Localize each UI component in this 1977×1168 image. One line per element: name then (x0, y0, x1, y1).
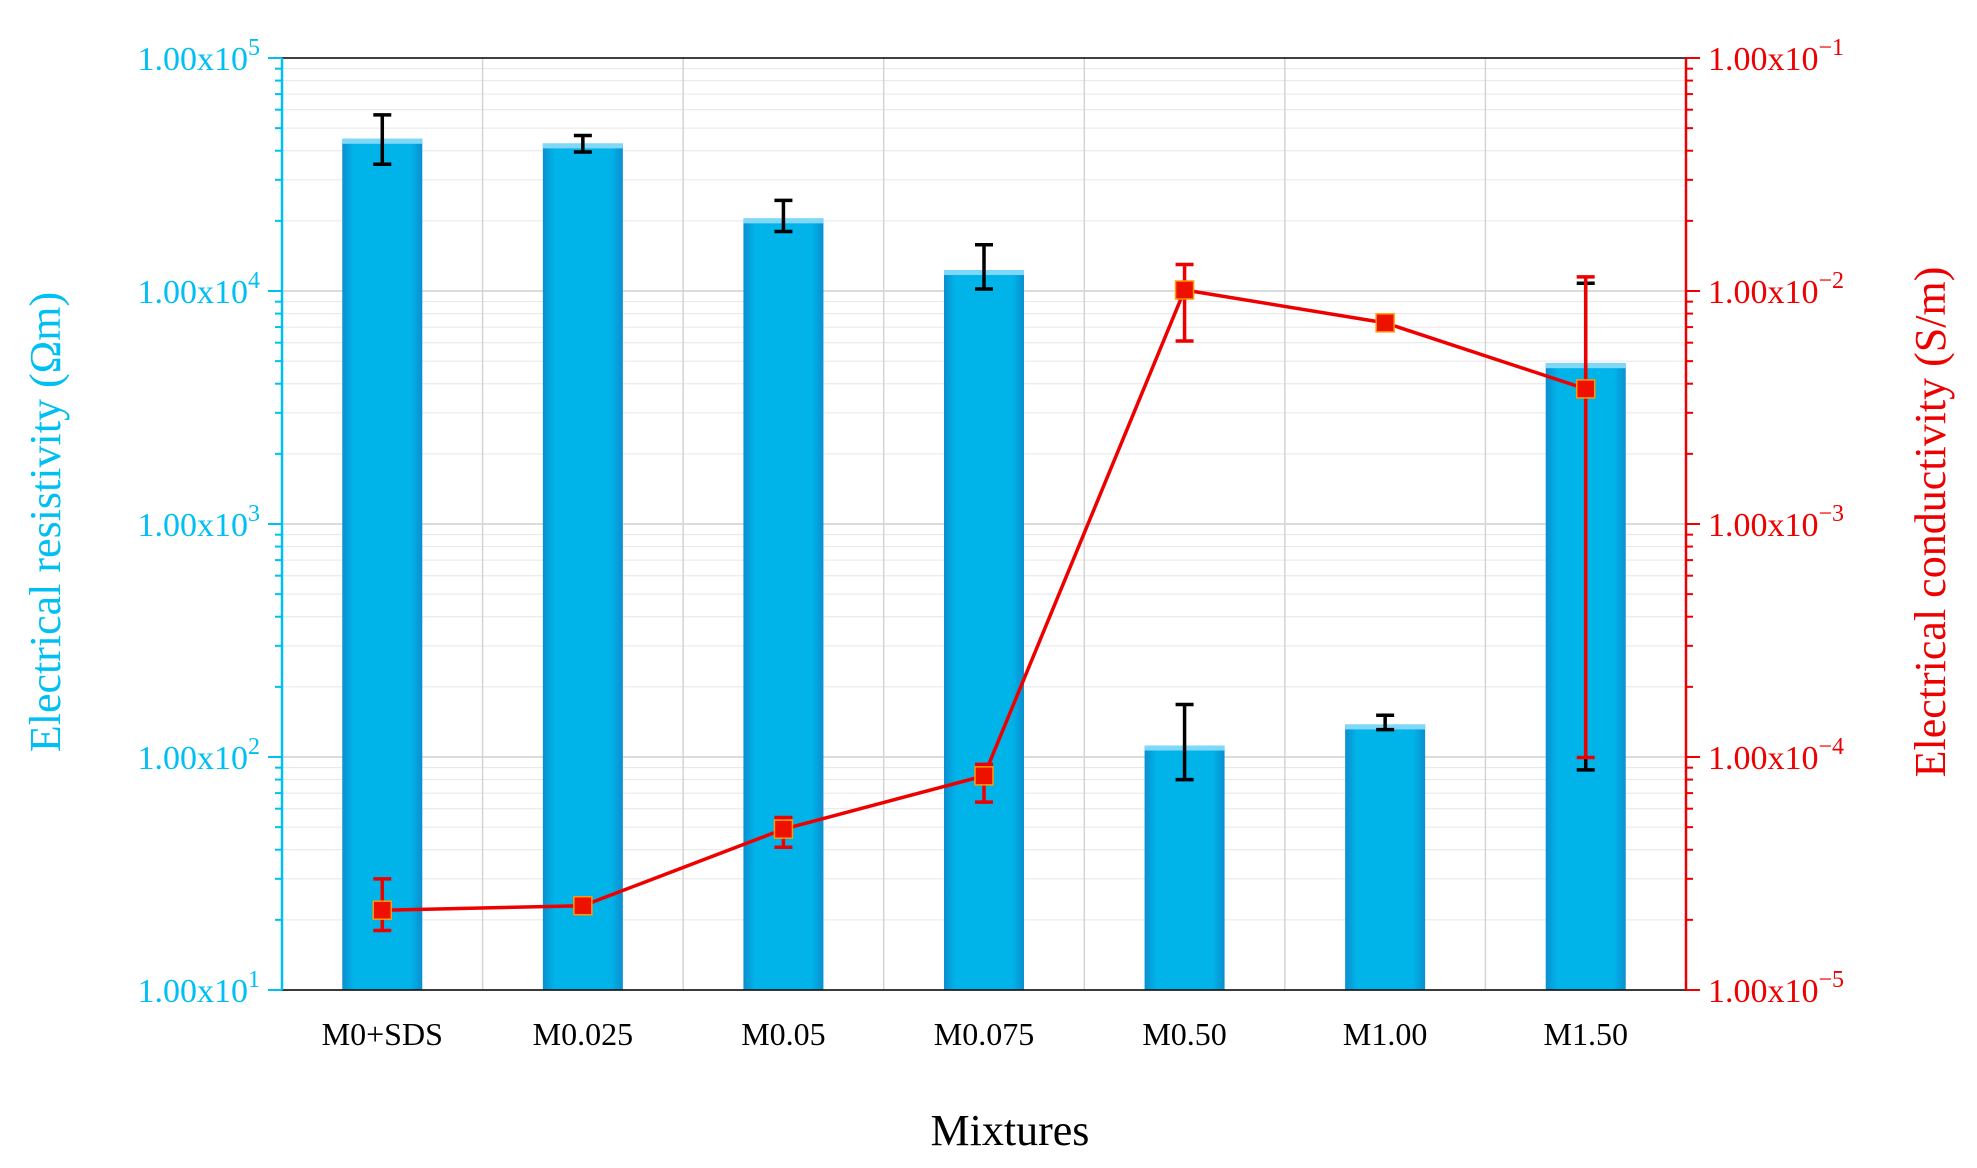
left-tick-label: 1.00x103 (138, 501, 261, 544)
bars (342, 138, 1626, 991)
conductivity-point-M0.50 (1174, 280, 1195, 300)
x-axis-title: Mixtures (931, 1106, 1090, 1155)
category-labels: M0+SDS M0.025 M0.05 M0.075 M0.50 M1.00 M1.50 (322, 1016, 1628, 1052)
category-label-M1.50: M1.50 (1543, 1016, 1627, 1052)
category-label-M0.075: M0.075 (934, 1016, 1034, 1052)
right-tick-label: 1.00x10−2 (1708, 268, 1844, 311)
left-tick-label: 1.00x102 (138, 734, 261, 777)
category-label-M1.00: M1.00 (1343, 1016, 1427, 1052)
conductivity-point-M1.00 (1375, 313, 1395, 333)
right-axis-title: Electrical conductivity (S/m) (1906, 267, 1955, 778)
right-tick-label: 1.00x10−3 (1708, 501, 1844, 544)
bar-M0.075 (944, 270, 1024, 990)
conductivity-point-M0.025 (573, 895, 593, 916)
conductivity-point-M0.075 (974, 766, 994, 786)
bar-M0.50 (1144, 745, 1225, 990)
category-label-M0.05: M0.05 (741, 1016, 825, 1052)
left-axis-title: Electrical resistivity (Ωm) (21, 292, 70, 752)
category-label-M0.50: M0.50 (1142, 1016, 1226, 1052)
bar-M0.025 (542, 143, 623, 990)
left-tick-label: 1.00x105 (138, 35, 261, 78)
conductivity-point-M0.05 (773, 819, 794, 839)
category-label-M0.025: M0.025 (533, 1016, 633, 1052)
bar-M1.00 (1345, 724, 1426, 990)
category-label-M0+SDS: M0+SDS (322, 1016, 443, 1052)
conductivity-series (372, 262, 1596, 933)
bar-M0.05 (743, 218, 824, 991)
conductivity-point-M0+SDS (372, 900, 393, 920)
left-tick-label: 1.00x104 (138, 268, 261, 311)
right-tick-label: 1.00x10−4 (1708, 734, 1844, 777)
left-tick-label: 1.00x101 (138, 967, 261, 1010)
right-axis-ticks: 1.00x10−5 1.00x10−4 1.00x10−3 1.00x10−2 1.00… (1686, 35, 1844, 1010)
right-tick-label: 1.00x10−1 (1708, 35, 1844, 78)
left-axis-ticks: 1.00x101 1.00x102 1.00x103 1.00x104 1.00x105 (138, 35, 282, 1010)
right-tick-label: 1.00x10−5 (1708, 967, 1844, 1010)
conductivity-point-M1.50 (1575, 379, 1596, 399)
bar-M0+SDS (342, 138, 423, 990)
